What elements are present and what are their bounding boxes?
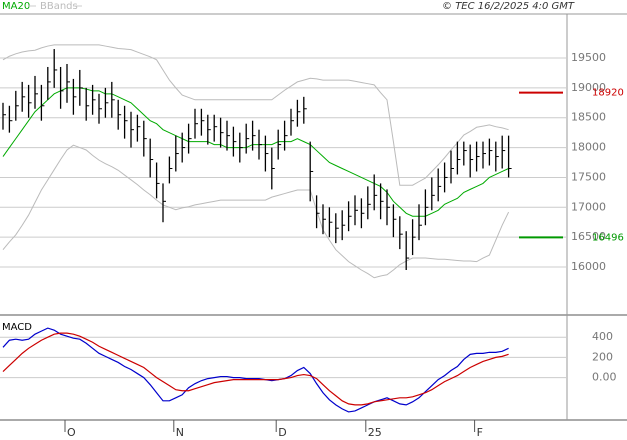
- y-tick-label: 19000: [571, 81, 606, 94]
- level-label: 16496: [592, 232, 624, 243]
- ma20-line: [2, 87, 509, 217]
- macd-title: MACD: [2, 322, 32, 333]
- macd-line: [2, 332, 509, 406]
- y-tick-label: 17500: [571, 170, 606, 183]
- legend-ma20: MA20: [2, 1, 30, 12]
- y-tick-label: 16000: [571, 260, 606, 273]
- bollinger-band: [2, 44, 509, 186]
- y-tick-label: 18000: [571, 141, 606, 154]
- x-tick-label: N: [176, 426, 184, 439]
- y-tick-label: 16500: [571, 230, 606, 243]
- level-label: 18920: [592, 88, 624, 99]
- y-tick-label: 200: [592, 350, 613, 363]
- x-tick-label: F: [477, 426, 483, 439]
- bollinger-band: [2, 144, 510, 279]
- y-tick-label: 18500: [571, 111, 606, 124]
- y-tick-label: 17000: [571, 200, 606, 213]
- x-tick-label: D: [278, 426, 286, 439]
- source-stamp: © TEC 16/2/2025 4:0 GMT: [442, 1, 575, 12]
- y-tick-label: 400: [592, 330, 613, 343]
- y-tick-label: 19500: [571, 51, 606, 64]
- y-tick-label: 0.00: [592, 371, 617, 384]
- x-tick-label: O: [67, 426, 76, 439]
- x-tick-label: 25: [368, 426, 382, 439]
- legend-bbands: BBands: [40, 1, 78, 12]
